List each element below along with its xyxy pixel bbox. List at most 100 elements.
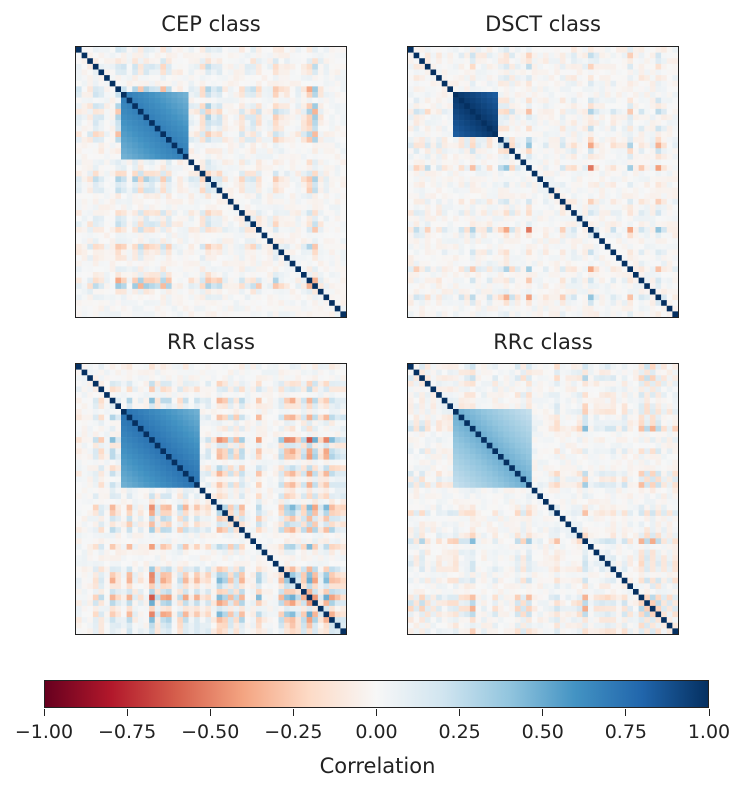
heatmap-cell	[492, 227, 499, 233]
heatmap-cell	[289, 277, 296, 284]
heatmap-cell	[571, 311, 578, 317]
heatmap-cell	[492, 80, 499, 87]
heatmap-cell	[250, 176, 257, 183]
heatmap-cell	[481, 159, 488, 166]
heatmap-cell	[447, 63, 454, 70]
heatmap-cell	[430, 58, 437, 65]
heatmap-cell	[543, 69, 549, 76]
heatmap-cell	[498, 86, 504, 93]
heatmap-cell	[188, 221, 195, 228]
heatmap-cell	[115, 272, 122, 278]
heatmap-cell	[216, 227, 223, 233]
heatmap-cell	[188, 305, 195, 312]
heatmap-cell	[81, 92, 88, 98]
heatmap-cell	[272, 283, 279, 290]
heatmap-cell	[424, 80, 431, 87]
heatmap-cell	[182, 108, 189, 115]
heatmap-cell	[548, 170, 555, 177]
heatmap-cell	[436, 52, 443, 59]
heatmap-cell	[289, 182, 296, 188]
heatmap-cell	[216, 108, 223, 115]
heatmap-cell	[531, 159, 538, 166]
heatmap-cell	[464, 114, 471, 121]
heatmap-cell	[289, 249, 296, 256]
heatmap-cell	[441, 58, 448, 65]
heatmap-cell	[531, 142, 538, 149]
heatmap-cell	[272, 153, 279, 160]
heatmap-cell	[604, 227, 611, 233]
heatmap-cell	[272, 170, 279, 177]
heatmap-cell	[109, 305, 116, 312]
heatmap-cell	[126, 52, 133, 59]
heatmap-cell	[514, 210, 521, 217]
heatmap-cell	[323, 187, 330, 194]
heatmap-cell	[334, 204, 341, 211]
heatmap-cell	[481, 221, 488, 228]
heatmap-cell	[661, 249, 668, 256]
heatmap-cell	[543, 288, 549, 295]
heatmap-cell	[436, 311, 443, 317]
heatmap-cell	[492, 47, 499, 53]
heatmap-cell	[227, 283, 234, 290]
heatmap-cell	[278, 227, 285, 233]
heatmap-cell	[644, 311, 651, 317]
heatmap-cell	[261, 120, 268, 127]
heatmap-cell	[199, 125, 206, 132]
heatmap-cell	[98, 153, 105, 160]
heatmap-cell	[81, 266, 88, 273]
heatmap-cell	[132, 142, 139, 149]
heatmap-cell	[284, 266, 291, 273]
heatmap-cell	[289, 170, 296, 177]
heatmap-cell	[126, 283, 133, 290]
heatmap-cell	[205, 392, 212, 399]
heatmap-cell	[194, 47, 201, 53]
heatmap-cell	[261, 114, 268, 121]
heatmap-cell	[638, 165, 645, 172]
heatmap-cell	[464, 58, 471, 65]
heatmap-cell	[503, 92, 510, 98]
heatmap-cell	[329, 114, 336, 121]
heatmap-cell	[509, 300, 516, 307]
heatmap-cell	[233, 125, 240, 132]
heatmap-cell	[548, 103, 555, 110]
heatmap-cell	[87, 232, 94, 239]
heatmap-cell	[137, 375, 144, 382]
heatmap-cell	[509, 187, 516, 194]
heatmap-cell	[582, 47, 589, 53]
heatmap-cell	[160, 397, 167, 404]
heatmap-cell	[244, 204, 251, 211]
heatmap-cell	[289, 131, 296, 138]
heatmap-cell	[199, 403, 206, 410]
heatmap-cell	[514, 97, 521, 104]
heatmap-cell	[593, 120, 600, 127]
heatmap-cell	[413, 97, 420, 104]
heatmap-cell	[312, 215, 319, 222]
heatmap-cell	[526, 142, 533, 149]
heatmap-cell	[284, 210, 291, 217]
heatmap-cell	[98, 75, 105, 82]
heatmap-cell	[295, 204, 302, 211]
heatmap-cell	[250, 215, 257, 222]
heatmap-cell	[323, 75, 330, 82]
heatmap-cell	[188, 170, 195, 177]
heatmap-cell	[211, 92, 217, 98]
heatmap-cell	[317, 125, 324, 132]
heatmap-cell	[87, 148, 94, 155]
heatmap-cell	[430, 272, 437, 278]
heatmap-cell	[509, 288, 516, 295]
heatmap-cell	[132, 120, 139, 127]
heatmap-cell	[565, 137, 572, 143]
heatmap-cell	[334, 249, 341, 256]
heatmap-cell	[537, 221, 544, 228]
heatmap-cell	[216, 176, 223, 183]
heatmap-cell	[334, 108, 341, 115]
heatmap-cell	[672, 97, 678, 104]
heatmap-cell	[537, 52, 544, 59]
heatmap-cell	[194, 232, 201, 239]
heatmap-cell	[419, 277, 426, 284]
heatmap-cell	[317, 294, 324, 301]
heatmap-cell	[121, 288, 127, 295]
heatmap-cell	[419, 243, 426, 250]
heatmap-cell	[272, 397, 279, 404]
heatmap-cell	[284, 142, 291, 149]
